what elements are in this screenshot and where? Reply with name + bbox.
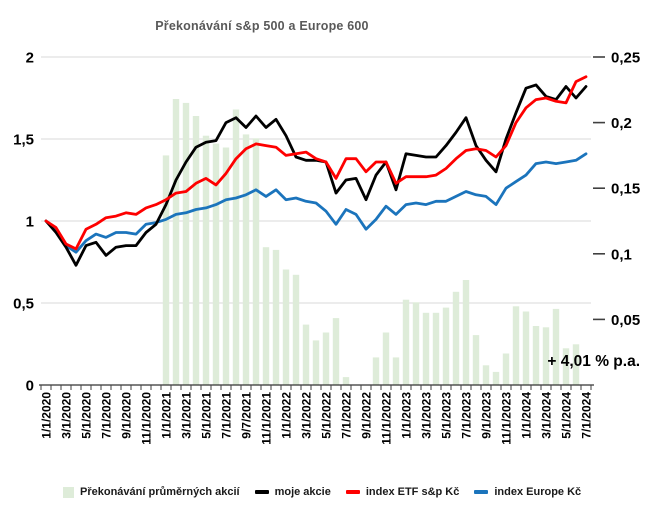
overperformance-bar (232, 109, 240, 385)
x-tick-label: 5/1/2023 (440, 392, 454, 439)
overperformance-bar (572, 344, 580, 385)
overperformance-bar (552, 308, 560, 385)
x-tick-label: 7/1/2021 (220, 392, 234, 439)
y-left-tick-label: 1,5 (13, 132, 34, 149)
overperformance-bar (412, 302, 420, 385)
legend-item-label: Překonávání průměrných akcií (80, 486, 240, 498)
legend-item-label: index ETF s&p Kč (365, 486, 460, 498)
legend-item-label: moje akcie (274, 486, 331, 498)
overperformance-bar (282, 269, 290, 385)
x-tick-label: 3/1/2021 (180, 392, 194, 439)
legend-item-index-etf-sp: index ETF s&p Kč (345, 486, 460, 498)
y-left-tick-label: 2 (26, 50, 34, 67)
overperformance-bar (542, 327, 550, 385)
line-index-europe (44, 152, 588, 254)
legend-item-bars: Překonávání průměrných akcií (63, 486, 240, 498)
y-right-tick-label: 0,1 (611, 246, 632, 263)
x-tick-label: 1/1/2021 (160, 392, 174, 439)
x-tick-label: 7/1/2024 (580, 392, 594, 439)
overperformance-bar (182, 102, 190, 386)
overperformance-bar (172, 99, 180, 385)
overperformance-bar (372, 357, 380, 385)
x-tick-label: 9/1/2020 (120, 392, 134, 439)
x-tick-label: 11/1/2020 (140, 392, 154, 445)
overperformance-bar (252, 138, 260, 385)
x-tick-label: 7/1/2023 (460, 392, 474, 439)
overperformance-bar (162, 155, 170, 385)
x-tick-label: 3/1/2022 (300, 392, 314, 439)
overperformance-bar (202, 135, 210, 385)
overperformance-bar (472, 335, 480, 385)
x-tick-label: 9/7/2021 (240, 392, 254, 439)
overperformance-bar (312, 340, 320, 385)
overperformance-bar (292, 274, 300, 385)
legend-dash-marker (345, 490, 360, 494)
overperformance-bar (532, 326, 540, 385)
legend-item-label: index Europe Kč (494, 486, 582, 498)
y-left-tick-label: 0 (26, 378, 34, 395)
overperformance-bar (262, 247, 270, 385)
overperformance-bar (302, 324, 310, 385)
overperformance-bar (462, 280, 470, 385)
y-left-tick-label: 0,5 (13, 296, 34, 313)
legend-square-marker (63, 486, 74, 498)
overperformance-bar (562, 348, 570, 385)
overperformance-bar (222, 147, 230, 385)
overperformance-bar (392, 357, 400, 385)
x-tick-label: 5/1/2021 (200, 392, 214, 439)
y-right-tick-label: 0,15 (611, 181, 640, 198)
overperformance-bar (492, 371, 500, 385)
x-tick-label: 7/1/2020 (100, 392, 114, 439)
overperformance-bar (482, 365, 490, 385)
overperformance-bar (382, 332, 390, 385)
y-right-tick-label: 0,05 (611, 312, 640, 329)
overperformance-bar (512, 306, 520, 385)
x-tick-label: 1/1/2020 (40, 392, 54, 439)
overperformance-bar (442, 307, 450, 385)
x-tick-label: 7/1/2022 (340, 392, 354, 439)
overperformance-bar (272, 249, 280, 385)
overperformance-bar (342, 377, 350, 385)
overperformance-bar (192, 116, 200, 385)
x-tick-label: 1/1/2023 (400, 392, 414, 439)
x-tick-label: 11/1/2021 (260, 392, 274, 445)
overperformance-bar (402, 299, 410, 385)
overperformance-bar (332, 318, 340, 385)
y-right-tick-label: 0,25 (611, 50, 640, 67)
x-tick-label: 5/1/2022 (320, 392, 334, 439)
legend-dash-marker (254, 490, 269, 494)
legend-item-moje-akcie: moje akcie (254, 486, 331, 498)
overperformance-bar (322, 332, 330, 385)
x-tick-label: 3/1/2020 (60, 392, 74, 439)
legend-item-index-europe: index Europe Kč (474, 486, 581, 498)
y-right-tick-label: 0,2 (611, 115, 632, 132)
overperformance-bar (452, 291, 460, 385)
x-tick-label: 5/1/2020 (80, 392, 94, 439)
line-index-etf-sp (44, 75, 588, 251)
x-tick-label: 1/1/2022 (280, 392, 294, 439)
x-tick-label: 1/1/2024 (520, 392, 534, 439)
legend-dash-marker (474, 490, 489, 494)
x-tick-label: 5/1/2024 (560, 392, 574, 439)
line-moje-akcie (44, 83, 588, 267)
overperformance-bar (242, 134, 250, 385)
overperformance-bar (212, 143, 220, 385)
annotation-cagr: + 4,01 % p.a. (547, 353, 640, 370)
overperformance-bar (422, 312, 430, 385)
overperformance-bar (502, 353, 510, 385)
x-tick-label: 9/1/2023 (480, 392, 494, 439)
x-tick-label: 9/1/2022 (360, 392, 374, 439)
x-tick-label: 3/1/2023 (420, 392, 434, 439)
legend: Překonávání průměrných akcií moje akcie … (63, 486, 596, 498)
overperformance-bar (432, 312, 440, 385)
chart-title: Překonávání s&p 500 a Europe 600 (155, 19, 369, 33)
y-left-tick-label: 1 (26, 214, 34, 231)
x-tick-label: 11/1/2023 (500, 392, 514, 445)
overperformance-bar (522, 311, 530, 385)
x-tick-label: 3/1/2024 (540, 392, 554, 439)
x-tick-label: 11/1/2022 (380, 392, 394, 445)
